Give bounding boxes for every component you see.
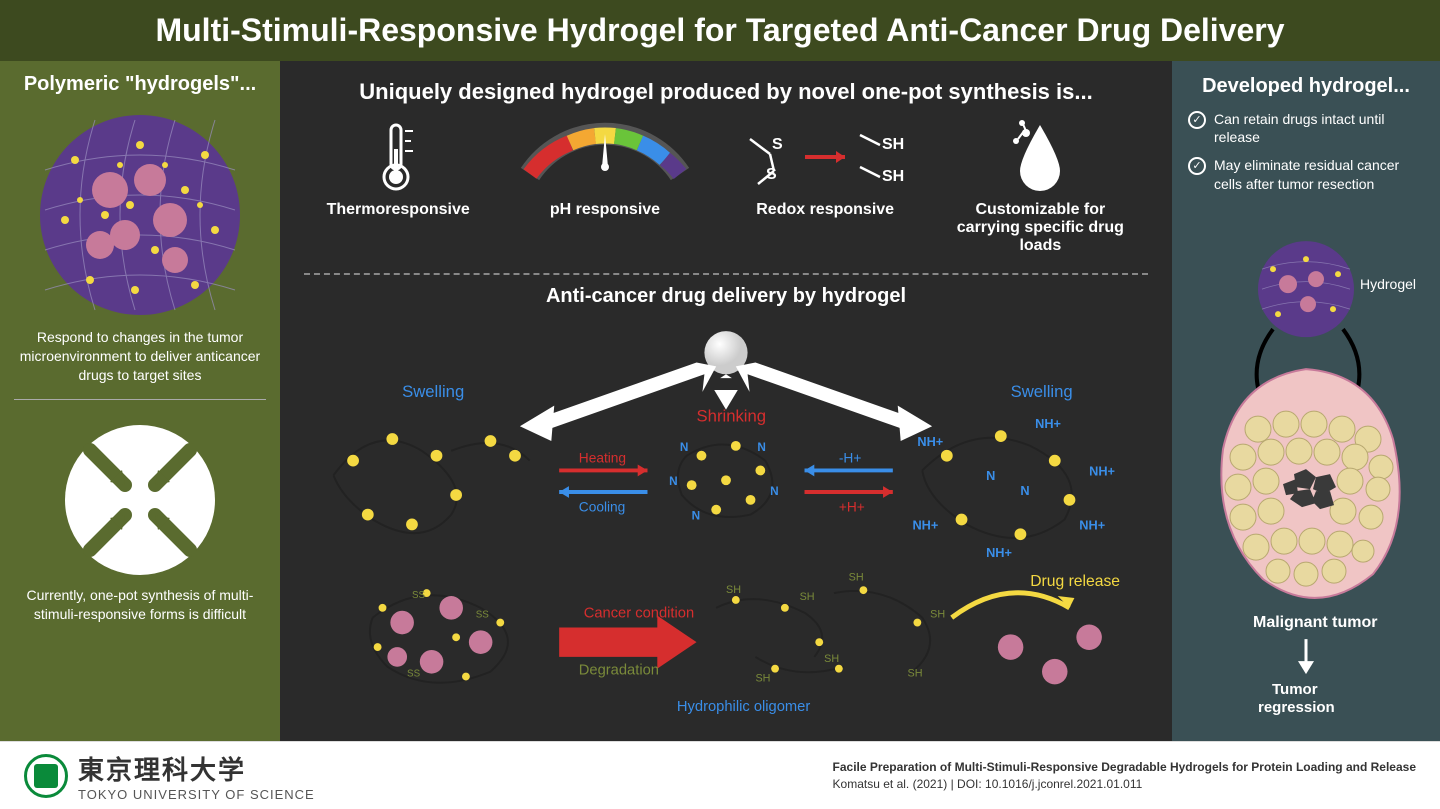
- svg-text:NH+: NH+: [1079, 517, 1105, 532]
- feature-custom: Customizable for carrying specific drug …: [955, 119, 1125, 255]
- check-text: Can retain drugs intact until release: [1214, 110, 1424, 146]
- svg-text:Shrinking: Shrinking: [697, 406, 767, 425]
- left-bottom-caption: Currently, one-pot synthesis of multi-st…: [0, 586, 280, 638]
- svg-text:SH: SH: [882, 168, 904, 185]
- svg-text:Swelling: Swelling: [1011, 382, 1073, 401]
- svg-text:SH: SH: [930, 609, 945, 621]
- divider: [14, 399, 266, 400]
- feature-ph: pH responsive: [515, 119, 695, 255]
- svg-text:S: S: [772, 136, 783, 153]
- svg-text:N: N: [1020, 483, 1029, 498]
- svg-text:SS: SS: [412, 590, 426, 601]
- citation-line: Komatsu et al. (2021) | DOI: 10.1016/j.j…: [833, 776, 1416, 793]
- svg-text:SH: SH: [908, 668, 923, 680]
- feature-row: Thermoresponsive: [304, 119, 1148, 255]
- university-logo: 東京理科大学 TOKYO UNIVERSITY OF SCIENCE: [24, 750, 315, 802]
- svg-text:-H+: -H+: [839, 451, 861, 466]
- left-title: Polymeric "hydrogels"...: [0, 61, 280, 104]
- citation: Facile Preparation of Multi-Stimuli-Resp…: [833, 759, 1416, 793]
- mid-subtitle: Anti-cancer drug delivery by hydrogel: [304, 285, 1148, 308]
- swelling-left: Swelling: [333, 382, 529, 533]
- svg-text:Hydrogel: Hydrogel: [1360, 276, 1416, 292]
- svg-text:+H+: +H+: [839, 500, 865, 515]
- feature-redox: S S SH SH Redox responsive: [740, 119, 910, 255]
- check-text: May eliminate residual cancer cells afte…: [1214, 156, 1424, 192]
- left-panel: Polymeric "hydrogels"...: [0, 61, 280, 741]
- svg-text:N: N: [986, 468, 995, 483]
- body: Polymeric "hydrogels"...: [0, 61, 1440, 741]
- h-arrows: -H+ +H+: [805, 451, 893, 515]
- svg-text:Hydrophilic oligomer: Hydrophilic oligomer: [677, 699, 810, 715]
- svg-text:regression: regression: [1258, 699, 1335, 716]
- converge-icon: [60, 420, 220, 580]
- check-icon: ✓: [1188, 111, 1206, 129]
- logo-jp: 東京理科大学: [78, 750, 315, 787]
- right-panel: Developed hydrogel... ✓ Can retain drugs…: [1172, 61, 1440, 741]
- infographic-root: Multi-Stimuli-Responsive Hydrogel for Ta…: [0, 0, 1440, 809]
- svg-text:S: S: [766, 166, 777, 183]
- svg-text:Cooling: Cooling: [579, 500, 626, 515]
- svg-text:NH+: NH+: [912, 517, 938, 532]
- svg-text:N: N: [669, 475, 678, 488]
- feature-label: Thermoresponsive: [327, 201, 470, 219]
- mid-title: Uniquely designed hydrogel produced by n…: [304, 79, 1148, 105]
- redox-icon: S S SH SH: [740, 119, 910, 193]
- svg-text:Drug release: Drug release: [1030, 573, 1120, 590]
- svg-text:SH: SH: [800, 591, 815, 603]
- svg-text:NH+: NH+: [1089, 463, 1115, 478]
- svg-text:NH+: NH+: [986, 545, 1012, 560]
- svg-text:SH: SH: [824, 653, 839, 665]
- svg-text:Swelling: Swelling: [402, 382, 464, 401]
- thermometer-icon: [373, 119, 423, 193]
- check-icon: ✓: [1188, 157, 1206, 175]
- feature-label: pH responsive: [550, 201, 660, 219]
- dashed-divider: [304, 273, 1148, 275]
- svg-text:N: N: [692, 510, 701, 523]
- shrinking-center: Shrinking N N N N N: [669, 406, 779, 522]
- citation-title: Facile Preparation of Multi-Stimuli-Resp…: [833, 759, 1416, 776]
- svg-text:SH: SH: [882, 136, 904, 153]
- swelling-right: Swelling NH+ NH+ NH+ NH+ NH+ NH+ N N: [912, 382, 1115, 560]
- feature-thermo: Thermoresponsive: [327, 119, 470, 255]
- check-item: ✓ May eliminate residual cancer cells af…: [1188, 156, 1424, 192]
- feature-label: Customizable for carrying specific drug …: [955, 201, 1125, 255]
- delivery-diagram: Swelling Shrinking N N N N N Swelling: [304, 316, 1148, 723]
- footer: 東京理科大学 TOKYO UNIVERSITY OF SCIENCE Facil…: [0, 741, 1440, 809]
- svg-text:SS: SS: [476, 610, 490, 621]
- main-title: Multi-Stimuli-Responsive Hydrogel for Ta…: [0, 0, 1440, 61]
- feature-label: Redox responsive: [756, 201, 894, 219]
- svg-text:Heating: Heating: [579, 451, 626, 466]
- logo-en: TOKYO UNIVERSITY OF SCIENCE: [78, 787, 315, 802]
- svg-text:SH: SH: [726, 584, 741, 596]
- droplet-icon: [1008, 119, 1072, 193]
- svg-text:NH+: NH+: [1035, 416, 1061, 431]
- heat-cool-arrows: Heating Cooling: [559, 451, 647, 515]
- degradation-row: SS SS SS Cancer condition Degradation SH SH…: [370, 571, 1120, 715]
- logo-mark: [24, 754, 68, 798]
- tumor-regression-diagram: Hydrogel: [1188, 211, 1424, 727]
- svg-text:Degradation: Degradation: [579, 663, 659, 679]
- ph-scale-icon: [515, 119, 695, 193]
- check-item: ✓ Can retain drugs intact until release: [1188, 110, 1424, 146]
- center-panel: Uniquely designed hydrogel produced by n…: [280, 61, 1172, 741]
- svg-text:Cancer condition: Cancer condition: [584, 606, 694, 622]
- left-caption: Respond to changes in the tumor microenv…: [0, 328, 280, 399]
- svg-text:SH: SH: [755, 672, 770, 684]
- svg-text:Tumor: Tumor: [1272, 681, 1318, 698]
- tumor-illustration: [1221, 369, 1399, 598]
- svg-text:N: N: [757, 441, 766, 454]
- hydrogel-sphere-illustration: [35, 110, 245, 320]
- svg-text:N: N: [770, 485, 779, 498]
- svg-text:SS: SS: [407, 669, 421, 680]
- right-title: Developed hydrogel...: [1188, 75, 1424, 98]
- svg-text:SH: SH: [849, 571, 864, 583]
- svg-text:N: N: [680, 441, 689, 454]
- svg-text:Malignant tumor: Malignant tumor: [1253, 614, 1377, 631]
- svg-text:NH+: NH+: [917, 434, 943, 449]
